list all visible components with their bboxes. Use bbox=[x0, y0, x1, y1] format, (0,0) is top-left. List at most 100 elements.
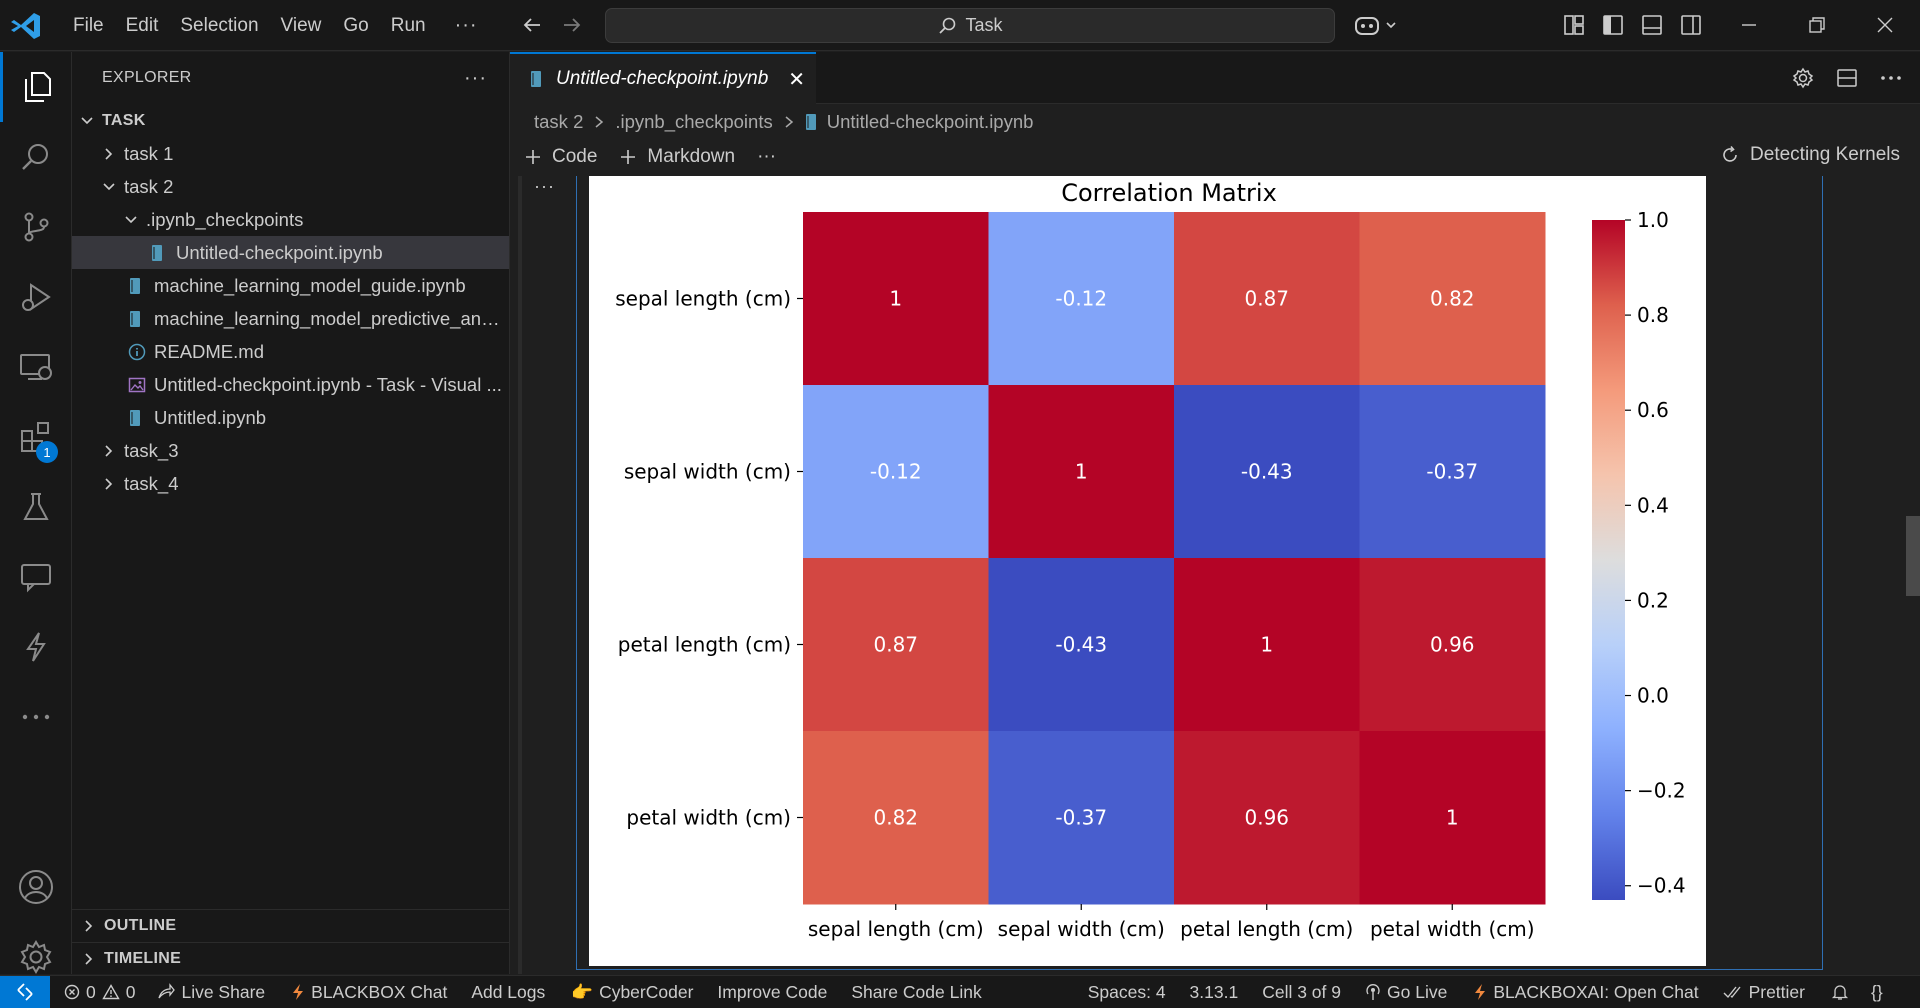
python-version-button[interactable]: 3.13.1 bbox=[1190, 982, 1239, 1003]
timeline-section[interactable]: TIMELINE bbox=[72, 942, 510, 975]
menu-more-button[interactable]: ··· bbox=[454, 14, 478, 36]
cybercoder-button[interactable]: 👉 CyberCoder bbox=[571, 982, 693, 1003]
activity-source-control[interactable] bbox=[0, 192, 72, 262]
blackboxai-open-chat-button[interactable]: BLACKBOXAI: Open Chat bbox=[1473, 982, 1699, 1003]
add-code-label: Code bbox=[552, 146, 598, 167]
close-window-icon[interactable] bbox=[1874, 14, 1896, 36]
menu-edit[interactable]: Edit bbox=[125, 14, 159, 36]
tree-root-task[interactable]: TASK bbox=[72, 104, 509, 137]
bolt-icon bbox=[293, 984, 304, 1000]
add-markdown-cell-button[interactable]: Markdown bbox=[619, 146, 735, 168]
activity-run-debug[interactable] bbox=[0, 262, 72, 332]
menu-go[interactable]: Go bbox=[343, 14, 369, 36]
tree-file[interactable]: README.md bbox=[72, 335, 509, 368]
thumbs-up-icon: 👉 bbox=[571, 981, 594, 1002]
tree-folder[interactable]: task_3 bbox=[72, 434, 509, 467]
remote-indicator[interactable] bbox=[0, 975, 50, 1008]
toggle-panel-icon[interactable] bbox=[1641, 14, 1663, 36]
restore-icon[interactable] bbox=[1806, 14, 1828, 36]
live-share-button[interactable]: Live Share bbox=[157, 982, 265, 1003]
go-live-button[interactable]: Go Live bbox=[1365, 982, 1447, 1003]
toolbar-more-button[interactable]: ··· bbox=[757, 146, 777, 167]
breadcrumb-item[interactable]: Untitled-checkpoint.ipynb bbox=[826, 111, 1034, 132]
explorer-more-button[interactable]: ··· bbox=[464, 66, 487, 89]
colorbar-tick-label: 0.0 bbox=[1637, 684, 1669, 708]
back-arrow-icon[interactable] bbox=[520, 13, 544, 37]
blackbox-chat-button[interactable]: BLACKBOX Chat bbox=[291, 982, 447, 1003]
tab-untitled-checkpoint[interactable]: Untitled-checkpoint.ipynb ✕ bbox=[510, 52, 816, 104]
colorbar-tick-label: 0.2 bbox=[1637, 588, 1669, 612]
activity-settings[interactable] bbox=[0, 922, 72, 992]
activity-testing[interactable] bbox=[0, 472, 72, 542]
breadcrumb-item[interactable]: .ipynb_checkpoints bbox=[615, 111, 773, 132]
settings-gear-icon bbox=[20, 940, 52, 974]
activity-more[interactable] bbox=[0, 682, 72, 752]
copilot-icon[interactable] bbox=[1354, 13, 1400, 39]
error-icon bbox=[64, 984, 80, 1000]
activity-explorer[interactable] bbox=[0, 52, 72, 122]
explorer-icon bbox=[24, 72, 51, 102]
tree-file[interactable]: Untitled-checkpoint.ipynb - Task - Visua… bbox=[72, 368, 509, 401]
activity-extensions[interactable]: 1 bbox=[0, 402, 72, 472]
chart-title: Correlation Matrix bbox=[1061, 179, 1277, 207]
indentation-button[interactable]: Spaces: 4 bbox=[1088, 982, 1166, 1003]
tab-close-button[interactable]: ✕ bbox=[788, 68, 806, 91]
editor-actions bbox=[1792, 67, 1902, 89]
add-code-cell-button[interactable]: Code bbox=[524, 146, 597, 168]
activity-accounts[interactable] bbox=[0, 852, 72, 922]
menu-run[interactable]: Run bbox=[390, 14, 426, 36]
tab-bar: Untitled-checkpoint.ipynb ✕ bbox=[510, 52, 1920, 104]
warning-icon bbox=[102, 984, 120, 1000]
toggle-primary-sidebar-icon[interactable] bbox=[1602, 14, 1624, 36]
split-editor-icon[interactable] bbox=[1836, 67, 1858, 89]
forward-arrow-icon[interactable] bbox=[560, 13, 584, 37]
tree-folder[interactable]: task 1 bbox=[72, 137, 509, 170]
problems-indicator[interactable]: 0 0 bbox=[64, 982, 135, 1003]
notifications-button[interactable] bbox=[1831, 983, 1849, 1001]
breadcrumb-item[interactable]: task 2 bbox=[534, 111, 584, 132]
cell-annotation: -0.37 bbox=[1055, 806, 1107, 830]
heatmap-cell bbox=[803, 385, 989, 559]
chevron-right-icon bbox=[105, 147, 113, 160]
cell-more-button[interactable]: ··· bbox=[534, 176, 555, 196]
menu-file[interactable]: File bbox=[73, 14, 104, 36]
run-debug-icon bbox=[22, 283, 51, 311]
chevron-down-icon bbox=[125, 215, 137, 223]
more-actions-icon[interactable] bbox=[1880, 74, 1902, 82]
activity-remote-explorer[interactable] bbox=[0, 332, 72, 402]
activity-chat[interactable] bbox=[0, 542, 72, 612]
prettier-button[interactable]: Prettier bbox=[1723, 982, 1805, 1003]
explorer-header: EXPLORER ··· bbox=[72, 52, 509, 104]
heatmap-cell bbox=[1174, 212, 1360, 386]
toggle-secondary-sidebar-icon[interactable] bbox=[1680, 14, 1702, 36]
kernel-picker[interactable]: Detecting Kernels bbox=[1720, 144, 1900, 166]
scrollbar-thumb[interactable] bbox=[1906, 516, 1920, 596]
tree-folder[interactable]: task_4 bbox=[72, 467, 509, 500]
activity-blackbox[interactable] bbox=[0, 612, 72, 682]
remote-icon bbox=[17, 983, 33, 1001]
command-center-search[interactable]: Task bbox=[605, 8, 1335, 43]
notebook-cell-area: ··· Correlation Matrix 1 -0.12 0.87 0.82 -0.1… bbox=[510, 176, 1920, 974]
minimize-icon[interactable] bbox=[1738, 14, 1760, 36]
sync-icon bbox=[1723, 145, 1737, 162]
tree-folder[interactable]: task 2 bbox=[72, 170, 509, 203]
menu-view[interactable]: View bbox=[280, 14, 322, 36]
tree-file[interactable]: Untitled-checkpoint.ipynb bbox=[72, 236, 509, 269]
activity-search[interactable] bbox=[0, 122, 72, 192]
tree-file[interactable]: machine_learning_model_guide.ipynb bbox=[72, 269, 509, 302]
tree-file[interactable]: machine_learning_model_predictive_analy.… bbox=[72, 302, 509, 335]
cell-position-indicator[interactable]: Cell 3 of 9 bbox=[1262, 982, 1341, 1003]
tree-folder[interactable]: .ipynb_checkpoints bbox=[72, 203, 509, 236]
heatmap-cell bbox=[988, 212, 1175, 386]
add-logs-button[interactable]: Add Logs bbox=[471, 982, 545, 1003]
improve-code-button[interactable]: Improve Code bbox=[717, 982, 827, 1003]
menu-selection[interactable]: Selection bbox=[180, 14, 259, 36]
live-share-icon bbox=[158, 983, 176, 999]
language-status-button[interactable]: {} bbox=[1871, 982, 1883, 1003]
tree-file[interactable]: Untitled.ipynb bbox=[72, 401, 509, 434]
settings-gear-icon[interactable] bbox=[1792, 67, 1814, 89]
chevron-right-icon bbox=[595, 116, 604, 128]
share-code-link-button[interactable]: Share Code Link bbox=[851, 982, 981, 1003]
outline-section[interactable]: OUTLINE bbox=[72, 909, 510, 942]
customize-layout-icon[interactable] bbox=[1563, 14, 1585, 36]
